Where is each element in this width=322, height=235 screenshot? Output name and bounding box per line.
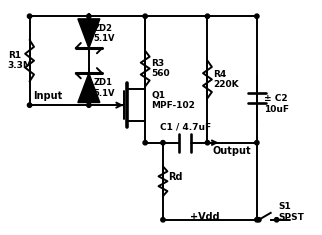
Circle shape (255, 141, 259, 145)
Circle shape (87, 14, 91, 18)
Polygon shape (78, 73, 100, 102)
Circle shape (205, 141, 210, 145)
Text: Input: Input (33, 91, 63, 101)
Text: ZD2
5.1V: ZD2 5.1V (94, 24, 115, 43)
Text: C1 / 4.7uF: C1 / 4.7uF (160, 123, 211, 132)
Circle shape (205, 14, 210, 18)
Circle shape (255, 14, 259, 18)
Circle shape (274, 218, 279, 222)
Circle shape (87, 103, 91, 107)
Text: ZD1
5.1V: ZD1 5.1V (94, 78, 115, 98)
Text: +Vdd: +Vdd (190, 212, 220, 222)
Text: R4
220K: R4 220K (213, 70, 239, 89)
Circle shape (143, 14, 147, 18)
Text: ± C2
10uF: ± C2 10uF (264, 94, 289, 114)
Polygon shape (78, 19, 100, 48)
Text: Output: Output (213, 146, 251, 156)
Text: Q1
MPF-102: Q1 MPF-102 (151, 90, 195, 110)
Circle shape (143, 141, 147, 145)
Text: R3
560: R3 560 (151, 59, 170, 78)
Circle shape (255, 218, 259, 222)
Text: R1
3.3M: R1 3.3M (8, 51, 33, 70)
Circle shape (161, 218, 165, 222)
Text: S1
SPST: S1 SPST (279, 202, 305, 222)
Circle shape (161, 141, 165, 145)
Text: Rd: Rd (168, 172, 183, 182)
Circle shape (27, 103, 32, 107)
Circle shape (257, 218, 261, 222)
Circle shape (27, 14, 32, 18)
